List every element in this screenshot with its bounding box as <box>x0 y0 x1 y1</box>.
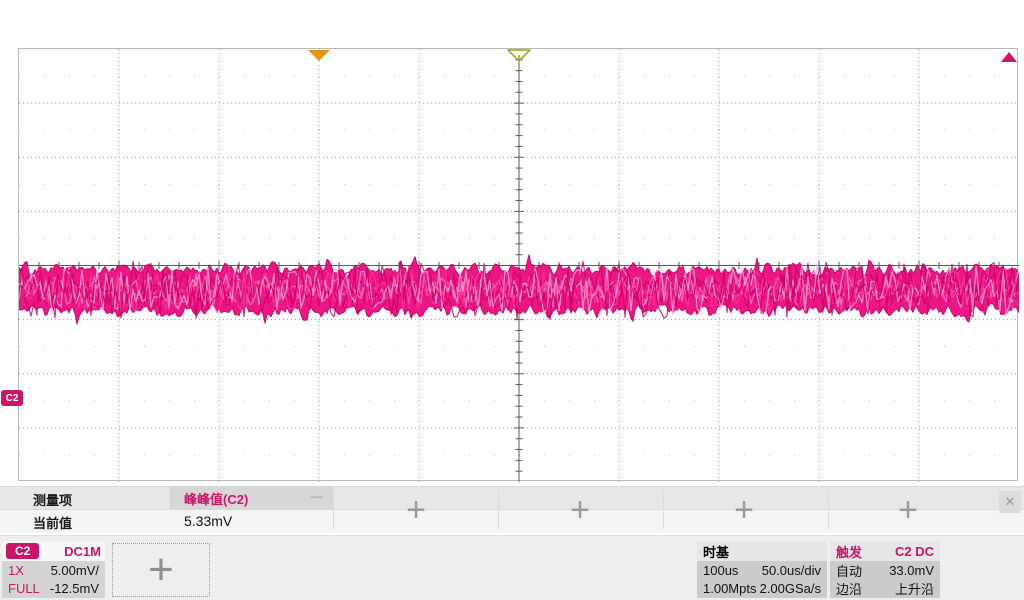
measurement-slot-1-title: 峰峰值(C2) <box>184 491 249 507</box>
measurement-value-label: 当前值 <box>33 516 73 531</box>
trigger-title: 触发 <box>836 544 863 560</box>
channel-scale: 5.00mV/ <box>50 562 99 578</box>
trigger-level: 33.0mV <box>889 562 934 578</box>
close-icon: ✕ <box>1004 494 1016 509</box>
timebase-memory: 1.00Mpts <box>703 580 757 596</box>
timebase-box[interactable]: 时基 100us 50.0us/div 1.00Mpts 2.00GSa/s <box>697 541 827 598</box>
measurement-slot-1[interactable]: 峰峰值(C2) — <box>170 487 333 509</box>
plus-icon: + <box>148 545 174 594</box>
measurement-slot-1-value: 5.33mV <box>184 513 233 529</box>
timebase-delay: 100us <box>703 562 739 578</box>
divider <box>663 491 664 529</box>
add-measurement-slot-2[interactable]: + <box>334 487 498 533</box>
add-measurement-slot-4[interactable]: + <box>662 487 826 533</box>
measurement-header-label: 测量项 <box>33 493 73 508</box>
timebase-samplerate: 2.00GSa/s <box>759 580 821 596</box>
trigger-position-marker[interactable] <box>308 50 330 61</box>
divider <box>498 491 499 529</box>
trigger-source: C2 DC <box>894 543 934 559</box>
plus-icon: + <box>406 491 426 529</box>
plus-icon: + <box>734 491 754 529</box>
plus-icon: + <box>570 491 590 529</box>
close-measurement-panel-button[interactable]: ✕ <box>999 491 1021 513</box>
channel-probe: 1X <box>8 562 24 578</box>
channel-c2-box[interactable]: C2 DC1M 1X 5.00mV/ FULL -12.5mV <box>2 541 105 598</box>
add-measurement-slot-3[interactable]: + <box>498 487 662 533</box>
scope-display-svg <box>19 49 1019 482</box>
measurement-slot-menu-icon[interactable]: — <box>311 489 323 503</box>
status-bar: C2 DC1M 1X 5.00mV/ FULL -12.5mV + 时基 100… <box>0 535 1024 600</box>
add-channel-slot[interactable]: + <box>112 543 210 597</box>
trigger-slope: 上升沿 <box>894 581 934 597</box>
trigger-mode: 自动 <box>836 563 863 579</box>
divider <box>333 491 334 529</box>
channel-offset-marker-label: C2 <box>5 392 19 404</box>
timebase-title: 时基 <box>703 544 730 560</box>
waveform-texture <box>19 260 1019 321</box>
measurement-panel: 测量项 峰峰值(C2) — 当前值 5.33mV + + + + ✕ <box>0 486 1024 533</box>
divider <box>828 491 829 529</box>
channel-offset-marker[interactable]: C2 <box>1 390 23 406</box>
trigger-header: 触发 C2 DC <box>830 541 940 561</box>
channel-bandwidth: FULL <box>8 580 40 596</box>
plus-icon: + <box>898 491 918 529</box>
measurement-header-row: 测量项 峰峰值(C2) — <box>0 487 1024 510</box>
channel-c2-header: C2 DC1M <box>2 541 105 561</box>
trigger-body: 自动 33.0mV 边沿 上升沿 <box>830 561 940 598</box>
scope-display <box>18 48 1019 482</box>
waveform-texture <box>19 269 1019 311</box>
timebase-body: 100us 50.0us/div 1.00Mpts 2.00GSa/s <box>697 561 827 598</box>
timebase-header: 时基 <box>697 541 827 561</box>
trigger-level-marker[interactable] <box>1001 52 1017 62</box>
measurement-value-row: 当前值 5.33mV <box>0 510 1024 533</box>
channel-c2-body: 1X 5.00mV/ FULL -12.5mV <box>2 561 105 598</box>
channel-offset: -12.5mV <box>49 580 99 596</box>
timebase-scale: 50.0us/div <box>761 562 821 578</box>
add-measurement-slot-5[interactable]: + <box>826 487 990 533</box>
trigger-type: 边沿 <box>836 581 863 597</box>
trigger-box[interactable]: 触发 C2 DC 自动 33.0mV 边沿 上升沿 <box>830 541 940 598</box>
channel-coupling: DC1M <box>64 543 101 559</box>
channel-c2-badge[interactable]: C2 <box>6 543 40 559</box>
